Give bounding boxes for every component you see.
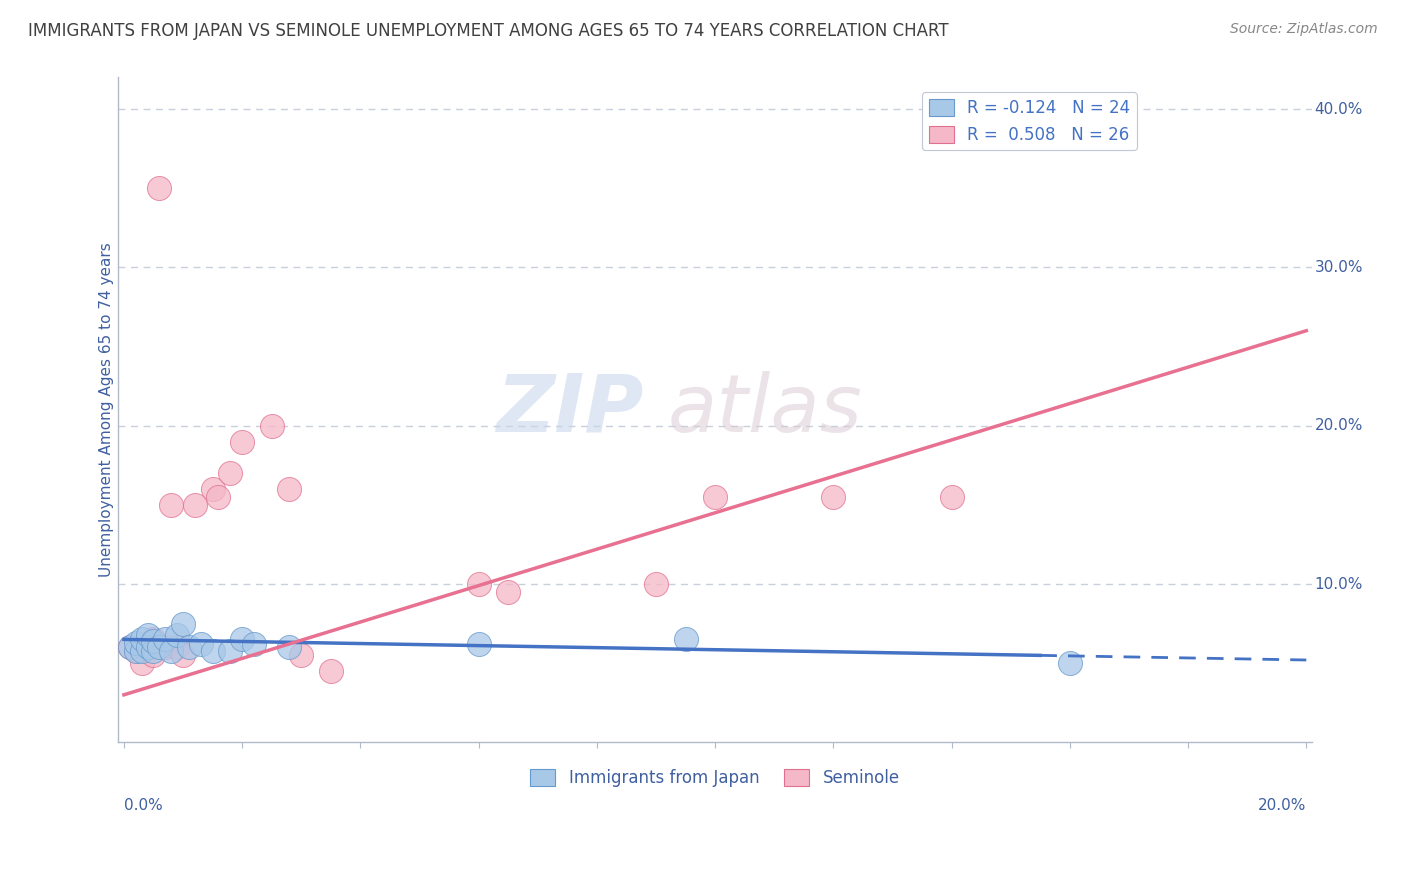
Point (278, 640, 301, 655)
Point (148, 181, 170, 195)
Point (290, 648, 312, 663)
Point (243, 637, 266, 651)
Point (496, 585, 519, 599)
Point (172, 648, 194, 663)
Point (166, 640, 188, 655)
Point (125, 643, 148, 657)
Point (136, 640, 159, 655)
Point (260, 418, 283, 433)
Text: 10.0%: 10.0% (1315, 576, 1362, 591)
Point (166, 628, 188, 642)
Point (118, 640, 141, 655)
Point (160, 498, 183, 512)
Point (136, 640, 159, 655)
Point (1059, 656, 1081, 670)
Point (142, 648, 165, 663)
Point (201, 643, 224, 657)
Text: 20.0%: 20.0% (1258, 797, 1306, 813)
Text: IMMIGRANTS FROM JAPAN VS SEMINOLE UNEMPLOYMENT AMONG AGES 65 TO 74 YEARS CORRELA: IMMIGRANTS FROM JAPAN VS SEMINOLE UNEMPL… (28, 22, 949, 40)
Text: Source: ZipAtlas.com: Source: ZipAtlas.com (1230, 22, 1378, 37)
Point (219, 466, 242, 480)
Point (142, 632, 165, 647)
Point (219, 643, 242, 657)
Point (177, 640, 200, 655)
Point (231, 632, 253, 647)
Point (155, 640, 177, 655)
Point (142, 643, 165, 657)
Point (118, 640, 141, 655)
Point (190, 637, 212, 651)
Point (160, 643, 183, 657)
Y-axis label: Unemployment Among Ages 65 to 74 years: Unemployment Among Ages 65 to 74 years (100, 243, 114, 577)
Point (675, 632, 697, 647)
Text: 0.0%: 0.0% (124, 797, 163, 813)
Point (142, 634, 165, 648)
Point (823, 490, 845, 504)
Text: 20.0%: 20.0% (1315, 418, 1362, 434)
Point (125, 643, 148, 657)
Text: 40.0%: 40.0% (1315, 102, 1362, 117)
Point (704, 490, 727, 504)
Point (467, 637, 489, 651)
Point (131, 656, 153, 670)
Point (467, 577, 489, 591)
Point (278, 482, 301, 496)
Point (136, 628, 159, 642)
Text: 30.0%: 30.0% (1315, 260, 1362, 275)
Text: ZIP: ZIP (496, 371, 644, 449)
Point (184, 498, 207, 512)
Point (201, 482, 224, 496)
Point (207, 490, 229, 504)
Text: atlas: atlas (668, 371, 862, 449)
Point (131, 632, 153, 647)
Point (231, 434, 253, 449)
Point (148, 640, 170, 655)
Point (172, 616, 194, 631)
Point (125, 635, 148, 649)
Point (941, 490, 963, 504)
Point (319, 664, 342, 678)
Point (645, 577, 668, 591)
Point (131, 643, 153, 657)
Legend: Immigrants from Japan, Seminole: Immigrants from Japan, Seminole (523, 763, 907, 794)
Point (155, 632, 177, 647)
